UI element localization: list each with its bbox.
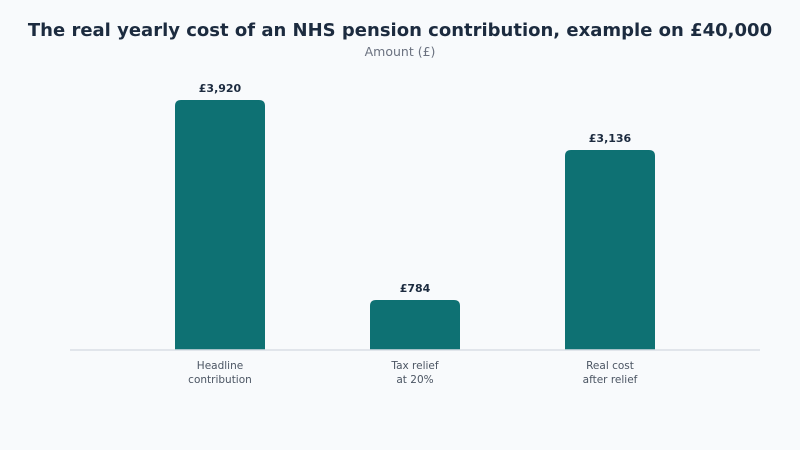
value-label-1: £3,920 [199, 82, 242, 95]
chart-subtitle: Amount (£) [365, 44, 436, 59]
bar-2 [370, 300, 460, 350]
category-label-3: Real cost after relief [583, 360, 638, 386]
bar-3 [565, 150, 655, 350]
category-label-line: Real cost [586, 360, 634, 372]
category-label-line: contribution [188, 374, 252, 386]
bar-1 [175, 100, 265, 350]
value-label-2: £784 [400, 282, 431, 295]
category-label-line: Headline [197, 360, 243, 372]
category-label-2: Tax relief at 20% [390, 360, 439, 386]
category-label-line: Tax relief [390, 360, 439, 372]
chart-title: The real yearly cost of an NHS pension c… [28, 20, 772, 41]
category-label-line: after relief [583, 374, 638, 386]
category-label-line: at 20% [396, 374, 433, 386]
value-label-3: £3,136 [589, 132, 632, 145]
bars-group: £3,920 Headline contribution £784 Tax relief… [175, 82, 655, 386]
category-label-1: Headline contribution [188, 360, 252, 386]
